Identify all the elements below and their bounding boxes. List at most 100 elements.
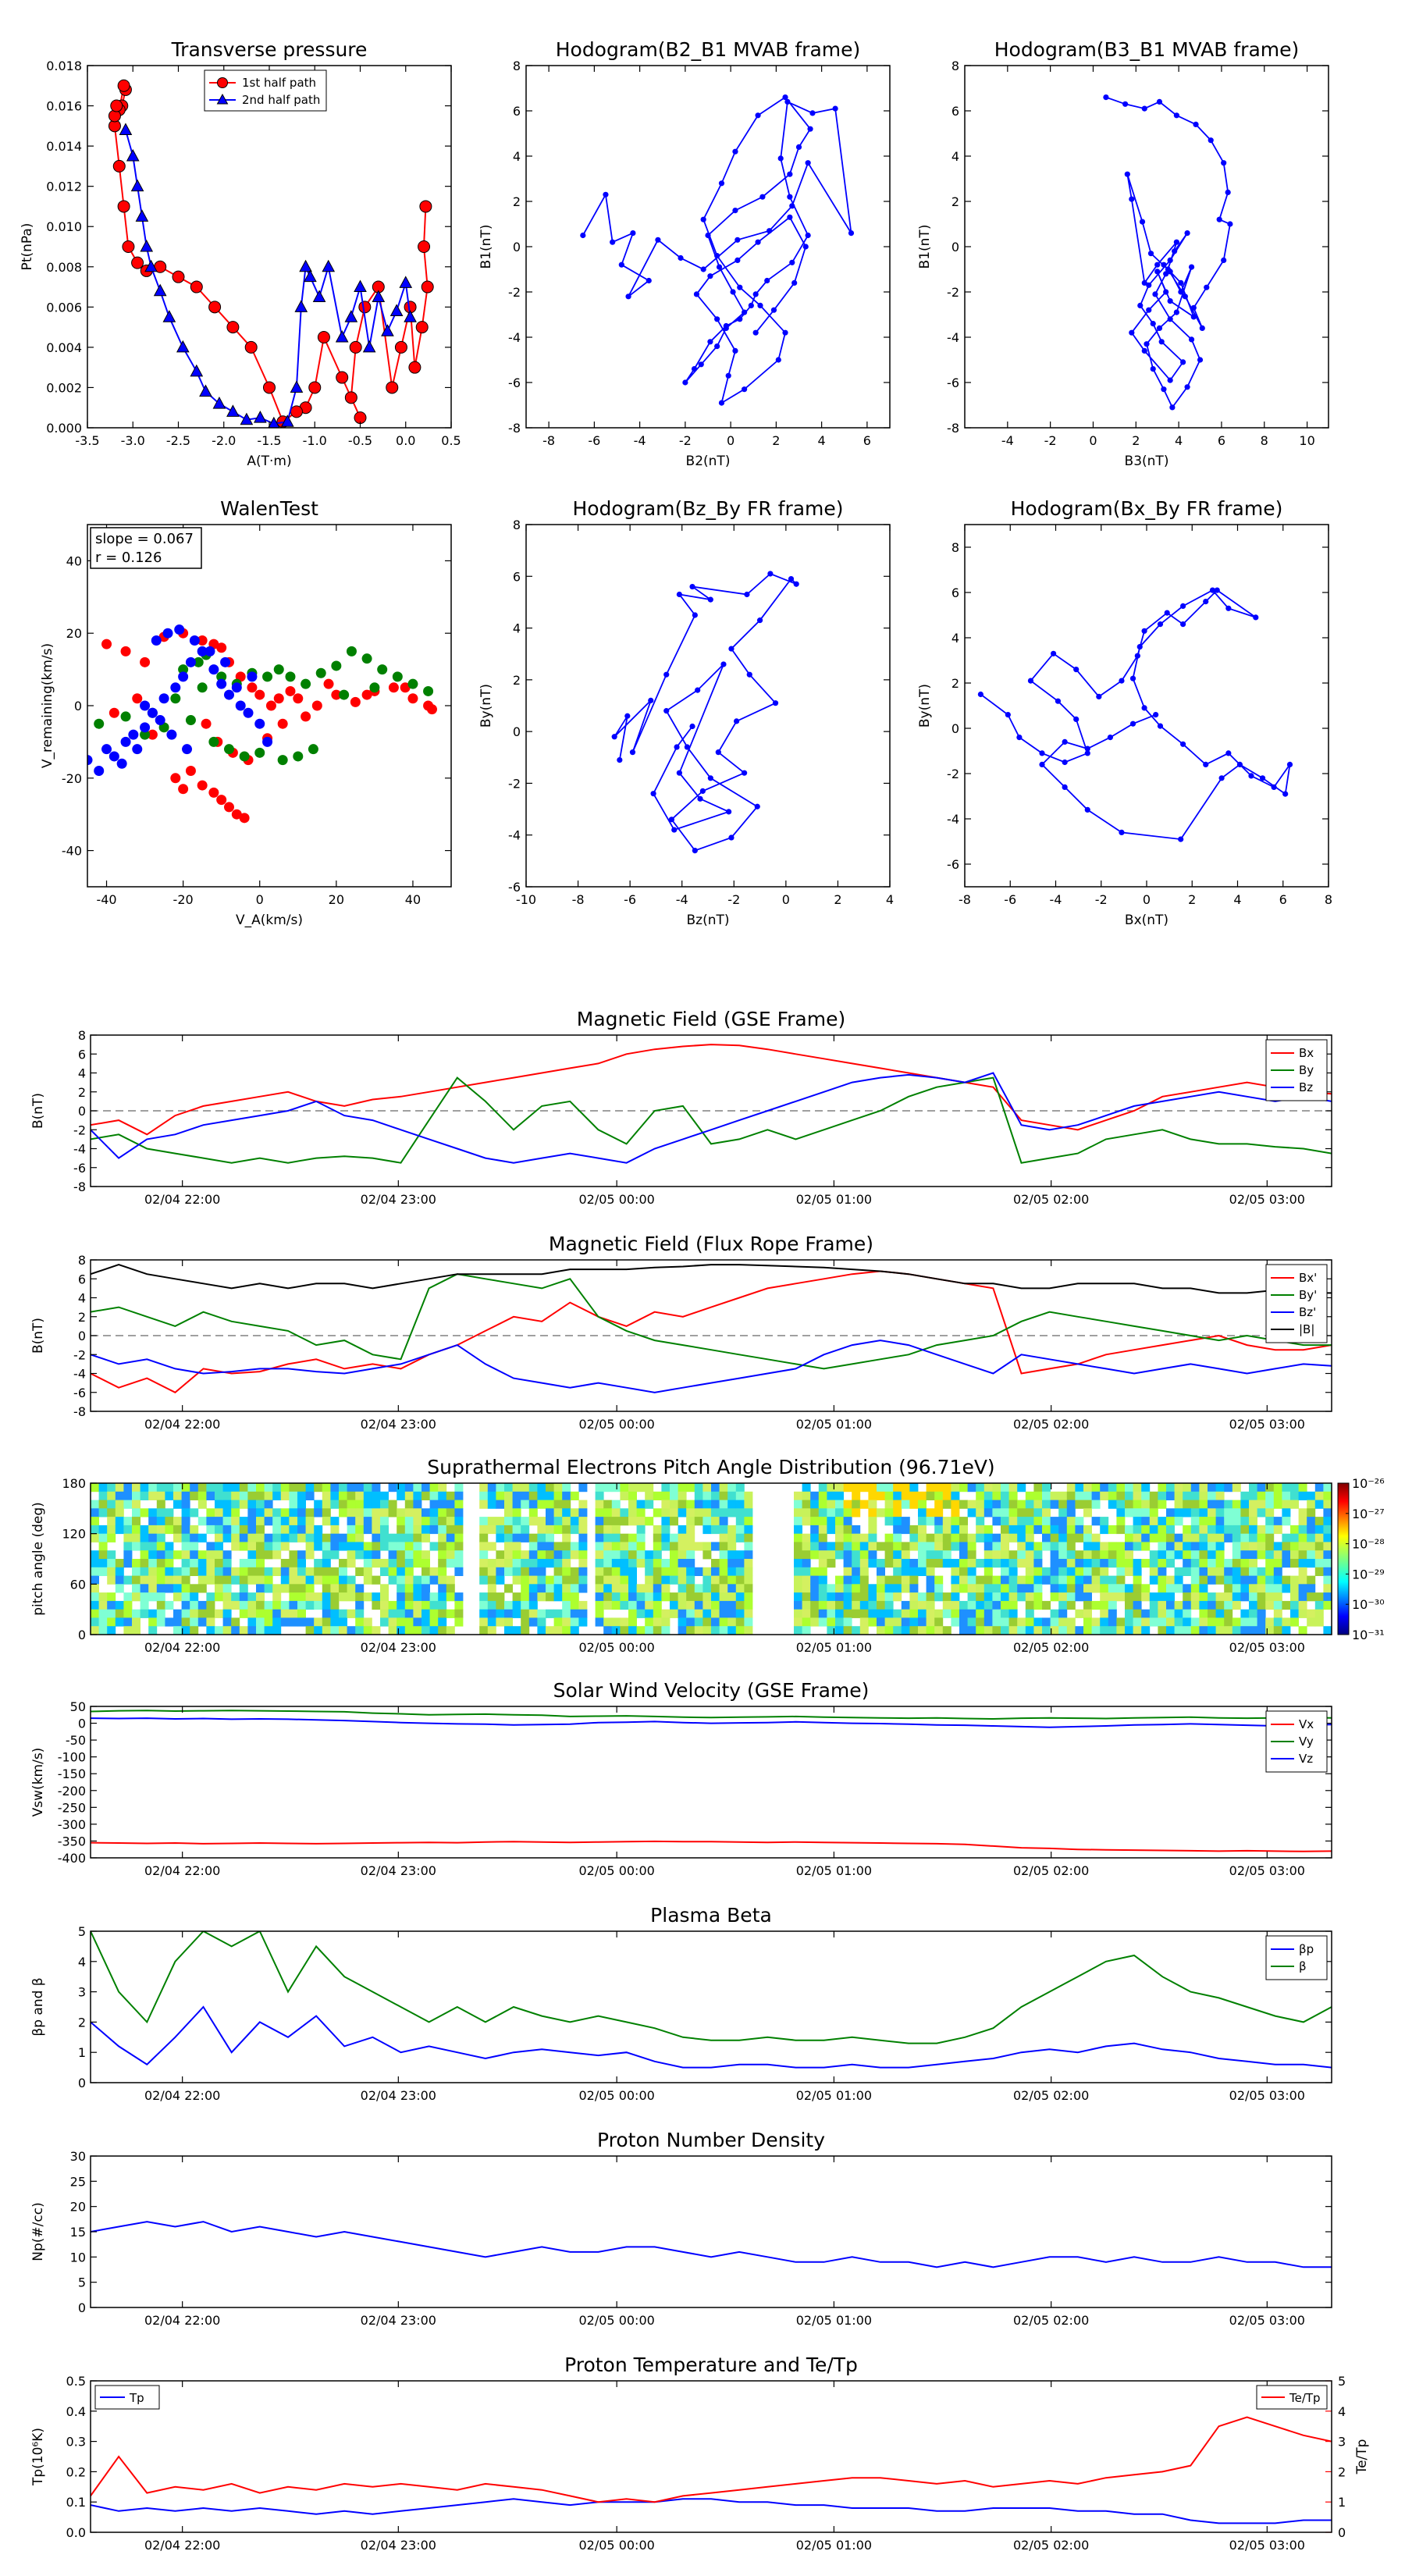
pad-cell bbox=[1249, 1508, 1257, 1517]
hodo-bz-by-point bbox=[650, 791, 656, 797]
pad-cell bbox=[496, 1483, 505, 1493]
pad-cell bbox=[636, 1559, 646, 1568]
walen-test-series-x-point bbox=[216, 642, 227, 653]
beta-series-1-line bbox=[91, 1931, 1332, 2044]
beta-ytick-label: 3 bbox=[78, 1985, 86, 2000]
pad-cell bbox=[1323, 1550, 1332, 1560]
pad-cell bbox=[1058, 1600, 1068, 1610]
pad-cell bbox=[1257, 1533, 1266, 1542]
pad-cell bbox=[735, 1550, 745, 1560]
pad-cell bbox=[215, 1508, 223, 1517]
pad-cell bbox=[388, 1533, 397, 1542]
pad-cell bbox=[397, 1483, 406, 1493]
pad-cell bbox=[727, 1559, 737, 1568]
hodo-b3-b1-point bbox=[1190, 314, 1197, 320]
pad-cell bbox=[247, 1626, 257, 1635]
pad-cell bbox=[115, 1559, 124, 1568]
pad-cell bbox=[818, 1617, 827, 1627]
pad-cell bbox=[156, 1567, 165, 1576]
pad-cell bbox=[347, 1626, 356, 1635]
pad-cell bbox=[578, 1525, 588, 1535]
pad-cell bbox=[1314, 1567, 1324, 1576]
pad-cell bbox=[901, 1626, 910, 1635]
hodo-bz-by-point bbox=[788, 576, 795, 582]
vsw-ytick-label: -200 bbox=[58, 1784, 86, 1799]
transverse-pressure-series-1-point bbox=[140, 239, 154, 252]
pad-cell bbox=[305, 1617, 315, 1627]
pad-cell bbox=[562, 1542, 571, 1551]
hodo-bx-by-xtick-label: 0 bbox=[1143, 892, 1151, 907]
pad-cell bbox=[934, 1609, 944, 1618]
pad-cell bbox=[1125, 1567, 1133, 1576]
pad-cell bbox=[628, 1500, 637, 1509]
pad-cell bbox=[810, 1500, 820, 1509]
pad-cell bbox=[802, 1533, 811, 1542]
pad-cell bbox=[429, 1592, 439, 1602]
pad-cell bbox=[934, 1575, 944, 1585]
pad-cell bbox=[1083, 1584, 1092, 1593]
pad-cell bbox=[1133, 1567, 1142, 1576]
pad-cell bbox=[305, 1533, 315, 1542]
pad-cell bbox=[818, 1483, 827, 1493]
pad-cell bbox=[578, 1600, 588, 1610]
pad-cell bbox=[595, 1584, 604, 1593]
pad-cell bbox=[1183, 1542, 1192, 1551]
pad-cell bbox=[719, 1508, 728, 1517]
walen-test-series-z-point bbox=[128, 729, 139, 740]
pad-time-label: 02/04 23:00 bbox=[361, 1640, 436, 1655]
hodo-b3-b1-point bbox=[1173, 112, 1179, 119]
pad-cell bbox=[380, 1592, 389, 1602]
hodo-bz-by-point bbox=[695, 687, 701, 693]
pad-cell bbox=[91, 1550, 99, 1560]
pad-cell bbox=[702, 1600, 712, 1610]
pad-cell bbox=[976, 1491, 985, 1500]
pad-cell bbox=[1249, 1584, 1257, 1593]
hodo-b3-b1-point bbox=[1182, 294, 1188, 300]
pad-cell bbox=[570, 1525, 579, 1535]
pad-cell bbox=[744, 1584, 753, 1593]
pad-cell bbox=[1108, 1575, 1117, 1585]
pad-cell bbox=[1208, 1617, 1216, 1627]
pad-cell bbox=[1208, 1592, 1216, 1602]
pad-cell bbox=[992, 1550, 1001, 1560]
pad-cell bbox=[893, 1550, 902, 1560]
pad-colorbar-label: 10⁻²⁹ bbox=[1352, 1567, 1385, 1582]
pad-cell bbox=[670, 1500, 678, 1509]
pad-cell bbox=[1224, 1525, 1233, 1535]
pad-cell bbox=[222, 1609, 232, 1618]
pad-cell bbox=[521, 1567, 530, 1576]
pad-cell bbox=[1125, 1533, 1133, 1542]
pad-cell bbox=[264, 1550, 273, 1560]
pad-cell bbox=[289, 1483, 298, 1493]
pad-cell bbox=[1166, 1508, 1175, 1517]
walen-test-series-x-point bbox=[277, 718, 288, 729]
pad-cell bbox=[264, 1567, 273, 1576]
pad-cell bbox=[859, 1600, 869, 1610]
pad-cell bbox=[256, 1584, 265, 1593]
pad-cell bbox=[1174, 1517, 1183, 1526]
pad-cell bbox=[322, 1559, 331, 1568]
pad-cell bbox=[810, 1525, 820, 1535]
pad-cell bbox=[711, 1517, 720, 1526]
pad-cell bbox=[926, 1533, 935, 1542]
pad-cell bbox=[256, 1533, 265, 1542]
pad-cell bbox=[107, 1483, 116, 1493]
hodo-bx-by-point bbox=[1218, 775, 1225, 781]
pad-cell bbox=[702, 1626, 712, 1635]
walen-test-series-z-point bbox=[174, 624, 185, 635]
transverse-pressure-series-1-point bbox=[240, 412, 254, 425]
hodo-b3-b1-point bbox=[1163, 271, 1169, 277]
pad-cell bbox=[1290, 1600, 1299, 1610]
hodo-bx-by-point bbox=[1282, 791, 1289, 797]
pad-cell bbox=[272, 1567, 282, 1576]
pad-cell bbox=[553, 1559, 563, 1568]
pad-cell bbox=[1017, 1550, 1026, 1560]
hodo-b2-b1-chart: Hodogram(B2_B1 MVAB frame)-8 -6 -4 -2 0 2 4 6-8… bbox=[478, 38, 891, 469]
vsw-title: Solar Wind Velocity (GSE Frame) bbox=[553, 1679, 870, 1702]
pad-cell bbox=[859, 1592, 869, 1602]
pad-cell bbox=[297, 1491, 306, 1500]
pad-cell bbox=[1282, 1542, 1291, 1551]
pad-cell bbox=[1257, 1542, 1266, 1551]
hodo-bx-by-xtick-label: -8 bbox=[959, 892, 971, 907]
pad-cell bbox=[992, 1542, 1001, 1551]
